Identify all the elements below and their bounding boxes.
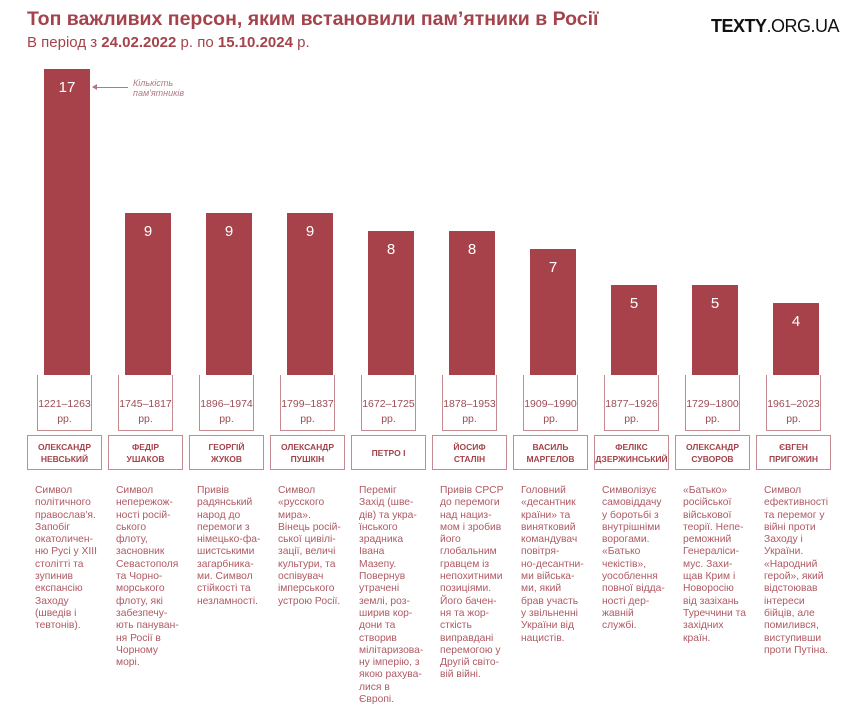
years-suffix: рр.	[543, 413, 558, 425]
years-box: 1961–2023 рр.	[766, 375, 821, 431]
bar: 4	[773, 303, 819, 375]
subtitle: В період з 24.02.2022 р. по 15.10.2024 р…	[27, 34, 310, 51]
bar: 7	[530, 249, 576, 375]
person-column: 4 1961–2023 рр. ЄВГЕН ПРИГОЖИН Символ ефе…	[756, 0, 837, 724]
years: 1672–1725	[362, 398, 415, 410]
person-name: ФЕДІР УШАКОВ	[108, 435, 183, 470]
logo-rest: .ORG.UA	[766, 16, 839, 36]
person-name: ЄВГЕН ПРИГОЖИН	[756, 435, 831, 470]
years-box: 1672–1725 рр.	[361, 375, 416, 431]
years-suffix: рр.	[705, 413, 720, 425]
person-description: Головний «десантник країни» та виняткови…	[521, 485, 584, 644]
years: 1221–1263	[38, 398, 91, 410]
person-description: Символ «русского мира». Вінець росій- сь…	[278, 485, 341, 607]
person-column: 9 1799–1837 рр. ОЛЕКСАНДР ПУШКІН Символ «…	[270, 0, 351, 724]
subtitle-suffix: р.	[292, 34, 310, 51]
bar: 9	[125, 213, 171, 375]
bar-value-label: 9	[305, 223, 315, 240]
person-description: Переміг Захід (шве- дів) та укра- їнсько…	[359, 485, 424, 706]
years-suffix: рр.	[219, 413, 234, 425]
years-box: 1745–1817 рр.	[118, 375, 173, 431]
years-suffix: рр.	[57, 413, 72, 425]
annotation-monument-count: Кількість пам'ятників	[133, 78, 185, 98]
person-name: ПЕТРО І	[351, 435, 426, 470]
years: 1745–1817	[119, 398, 172, 410]
bar-value-label: 5	[710, 295, 720, 312]
years: 1896–1974	[200, 398, 253, 410]
person-column: 8 1878–1953 рр. ЙОСИФ СТАЛІН Привів СРСР …	[432, 0, 513, 724]
years-box: 1799–1837 рр.	[280, 375, 335, 431]
person-description: «Батько» російської військової теорії. Н…	[683, 485, 746, 644]
years-box: 1878–1953 рр.	[442, 375, 497, 431]
years: 1729–1800	[686, 398, 739, 410]
person-description: Символ ефективності та перемог у війні п…	[764, 485, 829, 656]
years: 1961–2023	[767, 398, 820, 410]
texty-logo: TEXTY.ORG.UA	[710, 16, 840, 37]
logo-bold: TEXTY	[710, 16, 767, 36]
bar: 9	[287, 213, 333, 375]
bar-value-label: 4	[791, 313, 801, 330]
years-suffix: рр.	[786, 413, 801, 425]
person-name: ФЕЛІКС ДЗЕРЖИНСЬКИЙ	[594, 435, 669, 470]
bar: 17	[44, 69, 90, 375]
bar-value-label: 7	[548, 259, 558, 276]
person-name: ЙОСИФ СТАЛІН	[432, 435, 507, 470]
years-suffix: рр.	[138, 413, 153, 425]
years: 1909–1990	[524, 398, 577, 410]
subtitle-mid: р. по	[176, 34, 218, 51]
person-description: Символізує самовіддачу у боротьбі з внут…	[602, 485, 665, 632]
date-to: 15.10.2024	[217, 34, 293, 51]
person-description: Символ непережож- ності росій- ського фл…	[116, 485, 179, 669]
person-description: Привів СРСР до перемоги над нациз- мом і…	[440, 485, 504, 681]
subtitle-prefix: В період з	[27, 34, 102, 51]
years-box: 1729–1800 рр.	[685, 375, 740, 431]
bar: 9	[206, 213, 252, 375]
person-column: 9 1896–1974 рр. ГЕОРГІЙ ЖУКОВ Привів радя…	[189, 0, 270, 724]
years-box: 1909–1990 рр.	[523, 375, 578, 431]
person-name: ГЕОРГІЙ ЖУКОВ	[189, 435, 264, 470]
bar-value-label: 8	[386, 241, 396, 258]
years: 1799–1837	[281, 398, 334, 410]
page-title: Топ важливих персон, яким встановили пам…	[27, 8, 599, 30]
bar-value-label: 9	[224, 223, 234, 240]
bar-value-label: 9	[143, 223, 153, 240]
bar: 8	[449, 231, 495, 375]
person-column: 7 1909–1990 рр. ВАСИЛЬ МАРГЕЛОВ Головний …	[513, 0, 594, 724]
bar-value-label: 17	[58, 79, 76, 96]
years-suffix: рр.	[300, 413, 315, 425]
years-suffix: рр.	[624, 413, 639, 425]
person-name: ОЛЕКСАНДР СУВОРОВ	[675, 435, 750, 470]
bar-value-label: 5	[629, 295, 639, 312]
years-suffix: рр.	[381, 413, 396, 425]
person-name: ОЛЕКСАНДР НЕВСЬКИЙ	[27, 435, 102, 470]
person-description: Символ політичного православ'я. Запобіг …	[35, 485, 97, 632]
bar-value-label: 8	[467, 241, 477, 258]
arrow-icon	[92, 84, 128, 90]
person-column: 5 1877–1926 рр. ФЕЛІКС ДЗЕРЖИНСЬКИЙ Симво…	[594, 0, 675, 724]
years-box: 1221–1263 рр.	[37, 375, 92, 431]
years-suffix: рр.	[462, 413, 477, 425]
person-column: 8 1672–1725 рр. ПЕТРО І Переміг Захід (шв…	[351, 0, 432, 724]
date-from: 24.02.2022	[101, 34, 177, 51]
person-column: 9 1745–1817 рр. ФЕДІР УШАКОВ Символ непер…	[108, 0, 189, 724]
person-column: 5 1729–1800 рр. ОЛЕКСАНДР СУВОРОВ «Батько…	[675, 0, 756, 724]
years: 1877–1926	[605, 398, 658, 410]
person-name: ВАСИЛЬ МАРГЕЛОВ	[513, 435, 588, 470]
person-name: ОЛЕКСАНДР ПУШКІН	[270, 435, 345, 470]
person-description: Привів радянський народ до перемоги з ні…	[197, 485, 261, 607]
bar: 5	[611, 285, 657, 375]
years-box: 1896–1974 рр.	[199, 375, 254, 431]
years-box: 1877–1926 рр.	[604, 375, 659, 431]
years: 1878–1953	[443, 398, 496, 410]
bar: 5	[692, 285, 738, 375]
person-column: 17 1221–1263 рр. ОЛЕКСАНДР НЕВСЬКИЙ Симво…	[27, 0, 108, 724]
bar: 8	[368, 231, 414, 375]
